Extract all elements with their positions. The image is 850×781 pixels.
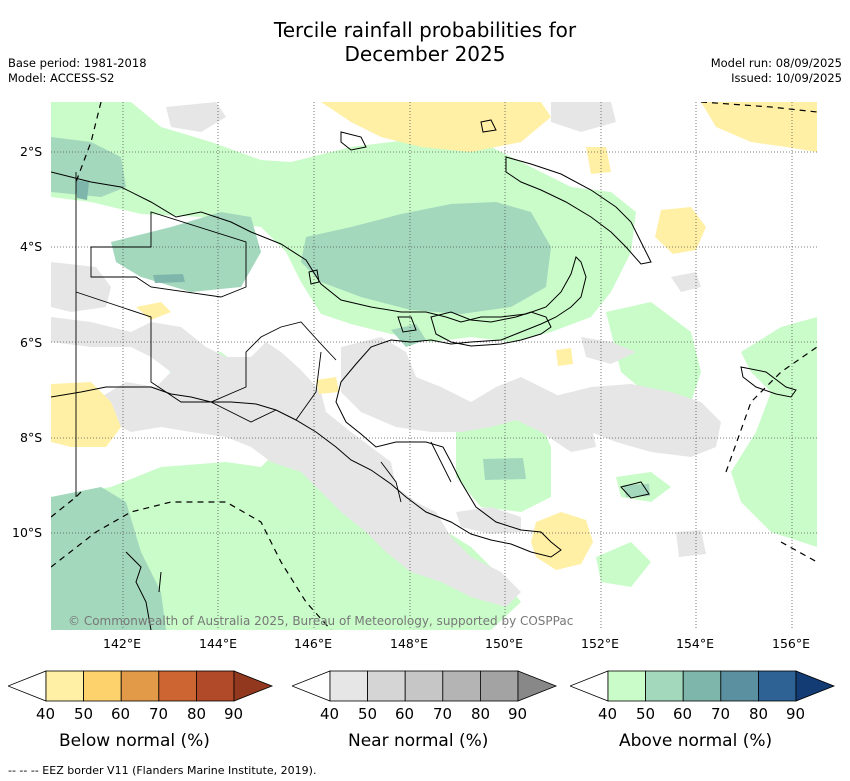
island-small-4 bbox=[620, 481, 650, 499]
island-small-2 bbox=[308, 269, 320, 285]
below-tick-70: 70 bbox=[149, 705, 169, 723]
near-cbar-low-arrow bbox=[292, 670, 331, 702]
lon-label-156e: 156°E bbox=[772, 636, 811, 651]
near-tick-70: 70 bbox=[433, 705, 453, 723]
above-tick-80: 80 bbox=[749, 705, 769, 723]
below-normal-colorbar bbox=[8, 670, 274, 702]
lat-label-6s: 6°S bbox=[20, 335, 43, 350]
chart-title: Tercile rainfall probabilities for Decem… bbox=[0, 18, 850, 66]
above-cbar-swatch-0 bbox=[607, 670, 646, 702]
near-tick-50: 50 bbox=[358, 705, 378, 723]
model-run: Model run: 08/09/2025 bbox=[710, 56, 842, 70]
eez-footnote: -- -- -- EEZ border V11 (Flanders Marine… bbox=[8, 764, 317, 777]
below-normal-40-50-areas bbox=[51, 102, 817, 570]
issued-date: Issued: 10/09/2025 bbox=[731, 71, 842, 85]
torres-strait-islands bbox=[125, 551, 162, 630]
model-name: Model: ACCESS-S2 bbox=[8, 71, 115, 85]
below-tick-50: 50 bbox=[74, 705, 94, 723]
bougainville-coastline bbox=[740, 366, 797, 398]
meta-left: Base period: 1981-2018 Model: ACCESS-S2 bbox=[8, 56, 147, 86]
below-cbar-swatch-0 bbox=[45, 670, 84, 702]
near-normal-40-50-areas bbox=[51, 102, 721, 607]
above-tick-40: 40 bbox=[598, 705, 618, 723]
above-cbar-swatch-1 bbox=[645, 670, 684, 702]
below-cbar-swatch-2 bbox=[120, 670, 160, 702]
new-guinea-coastline bbox=[51, 171, 587, 558]
lat-label-2s: 2°S bbox=[20, 144, 43, 159]
near-cbar-swatch-0 bbox=[329, 670, 368, 702]
above-tick-60: 60 bbox=[673, 705, 693, 723]
near-cbar-swatch-2 bbox=[404, 670, 444, 702]
below-cbar-swatch-4 bbox=[195, 670, 235, 702]
new-britain-coastline bbox=[505, 156, 652, 265]
near-tick-40: 40 bbox=[320, 705, 340, 723]
base-period: Base period: 1981-2018 bbox=[8, 56, 147, 70]
below-cbar-swatches bbox=[45, 670, 235, 702]
near-normal-colorbar bbox=[292, 670, 558, 702]
below-cbar-high-arrow bbox=[233, 670, 274, 702]
below-tick-90: 90 bbox=[224, 705, 244, 723]
above-normal-50-60-areas bbox=[51, 137, 650, 630]
below-tick-80: 80 bbox=[187, 705, 207, 723]
lon-label-152e: 152°E bbox=[581, 636, 620, 651]
near-cbar-swatch-1 bbox=[367, 670, 406, 702]
island-small-5 bbox=[480, 119, 497, 133]
lon-label-154e: 154°E bbox=[676, 636, 715, 651]
title-line-2: December 2025 bbox=[344, 42, 506, 66]
below-normal-label: Below normal (%) bbox=[59, 731, 210, 751]
island-small-1 bbox=[340, 131, 367, 151]
lon-label-148e: 148°E bbox=[390, 636, 429, 651]
near-cbar-swatches bbox=[329, 670, 519, 702]
lon-label-150e: 150°E bbox=[485, 636, 524, 651]
above-cbar-swatch-3 bbox=[720, 670, 759, 702]
province-borders bbox=[75, 172, 452, 503]
lon-label-146e: 146°E bbox=[294, 636, 333, 651]
title-line-1: Tercile rainfall probabilities for bbox=[273, 18, 577, 42]
near-tick-60: 60 bbox=[395, 705, 415, 723]
lon-label-144e: 144°E bbox=[199, 636, 238, 651]
meta-right: Model run: 08/09/2025 Issued: 10/09/2025 bbox=[711, 56, 842, 86]
near-tick-80: 80 bbox=[471, 705, 491, 723]
above-tick-50: 50 bbox=[636, 705, 656, 723]
above-cbar-swatch-2 bbox=[682, 670, 722, 702]
above-cbar-swatch-4 bbox=[757, 670, 797, 702]
lat-label-8s: 8°S bbox=[20, 430, 43, 445]
below-cbar-swatch-3 bbox=[158, 670, 197, 702]
eez-borders bbox=[51, 102, 817, 630]
above-cbar-high-arrow bbox=[795, 670, 836, 702]
lat-label-4s: 4°S bbox=[20, 239, 43, 254]
lon-label-142e: 142°E bbox=[103, 636, 142, 651]
new-ireland-coastline bbox=[430, 311, 552, 347]
near-cbar-swatch-4 bbox=[479, 670, 519, 702]
below-tick-60: 60 bbox=[111, 705, 131, 723]
above-normal-60-70-areas bbox=[76, 180, 185, 283]
below-cbar-low-arrow bbox=[8, 670, 47, 702]
near-cbar-swatch-3 bbox=[442, 670, 481, 702]
near-normal-label: Near normal (%) bbox=[348, 731, 489, 751]
above-cbar-low-arrow bbox=[570, 670, 609, 702]
above-normal-label: Above normal (%) bbox=[619, 731, 773, 751]
below-cbar-swatch-1 bbox=[83, 670, 122, 702]
above-cbar-swatches bbox=[607, 670, 797, 702]
above-tick-70: 70 bbox=[711, 705, 731, 723]
copyright-notice: © Commonwealth of Australia 2025, Bureau… bbox=[68, 614, 574, 628]
coastlines bbox=[51, 119, 797, 630]
probability-map bbox=[51, 102, 817, 630]
above-normal-colorbar bbox=[570, 670, 836, 702]
island-small-3 bbox=[397, 316, 417, 333]
lon-gridlines bbox=[122, 102, 793, 630]
below-tick-40: 40 bbox=[36, 705, 56, 723]
near-cbar-high-arrow bbox=[517, 670, 558, 702]
near-tick-90: 90 bbox=[508, 705, 528, 723]
lat-label-10s: 10°S bbox=[12, 525, 43, 540]
above-tick-90: 90 bbox=[786, 705, 806, 723]
